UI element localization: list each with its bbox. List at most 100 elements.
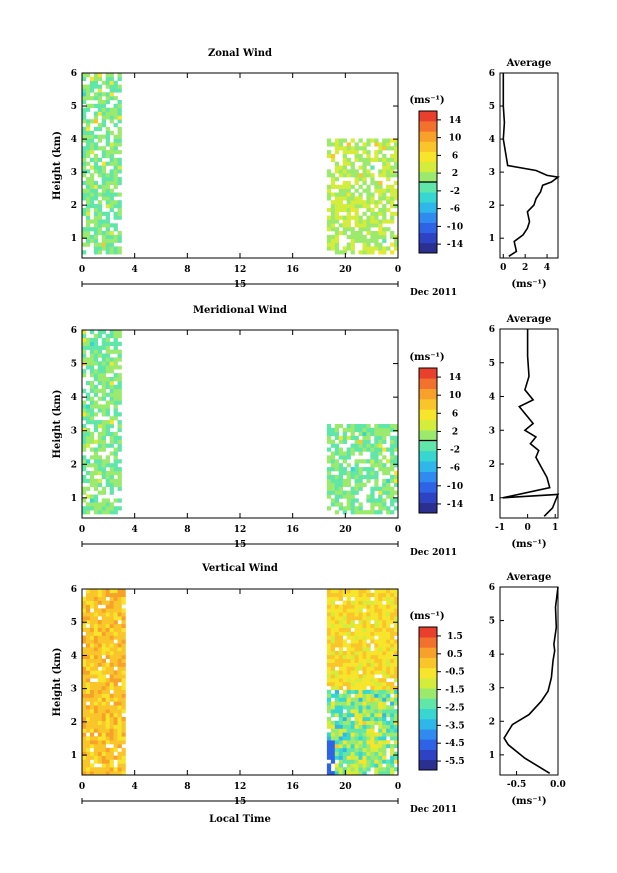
heat-cell bbox=[350, 600, 355, 605]
heat-cell bbox=[101, 357, 106, 362]
heat-cell bbox=[370, 427, 375, 433]
heat-cell bbox=[370, 231, 375, 236]
heat-cell bbox=[326, 138, 332, 143]
heat-cell bbox=[362, 701, 367, 706]
heat-cell bbox=[97, 207, 103, 213]
colorbar-swatch bbox=[419, 667, 437, 679]
heat-cell bbox=[89, 751, 95, 756]
colorbar-swatch bbox=[419, 161, 437, 173]
heat-cell bbox=[82, 435, 87, 440]
heat-cell bbox=[350, 169, 355, 174]
heat-cell bbox=[362, 623, 367, 629]
heat-cell bbox=[101, 647, 106, 652]
heat-cell bbox=[346, 755, 351, 760]
heat-cell bbox=[117, 103, 122, 108]
heat-cell bbox=[113, 365, 118, 370]
heat-cell bbox=[394, 161, 399, 166]
heat-cell bbox=[97, 211, 103, 216]
heat-cell bbox=[109, 728, 114, 733]
heat-cell bbox=[338, 639, 343, 644]
heat-cell bbox=[378, 459, 383, 464]
heat-cell bbox=[117, 459, 122, 464]
heat-cell bbox=[342, 219, 347, 224]
heat-cell bbox=[105, 250, 110, 255]
heat-cell bbox=[370, 658, 375, 663]
heat-cell bbox=[382, 689, 387, 694]
heat-cell bbox=[330, 608, 336, 613]
heat-cell bbox=[85, 647, 91, 652]
heat-cell bbox=[390, 755, 395, 760]
heat-cell bbox=[117, 713, 122, 718]
heat-cell bbox=[386, 177, 391, 182]
heat-cell bbox=[89, 635, 95, 640]
colorbar-swatch bbox=[419, 182, 437, 193]
heat-cell bbox=[121, 674, 126, 679]
heat-cell bbox=[97, 724, 103, 729]
heat-cell bbox=[354, 486, 359, 491]
heat-cell bbox=[113, 697, 118, 702]
heat-cell bbox=[85, 238, 91, 243]
colorbar-swatch bbox=[419, 739, 437, 750]
heat-cell bbox=[350, 685, 355, 691]
heat-cell bbox=[338, 670, 343, 675]
heat-cell bbox=[382, 424, 387, 429]
heat-cell bbox=[334, 447, 340, 452]
heat-cell bbox=[390, 763, 395, 768]
heat-cell bbox=[374, 720, 379, 725]
panel-title: Vertical Wind bbox=[201, 563, 278, 574]
heat-cell bbox=[394, 150, 399, 155]
heat-cell bbox=[362, 616, 367, 621]
heat-cell bbox=[382, 471, 387, 476]
heat-cell bbox=[374, 482, 379, 487]
heat-cell bbox=[394, 755, 399, 760]
heat-cell bbox=[113, 177, 118, 182]
heat-cell bbox=[97, 720, 103, 725]
heat-cell bbox=[113, 647, 118, 652]
heat-cell bbox=[394, 596, 399, 601]
heat-cell bbox=[386, 471, 391, 476]
profile-x-tick-label: 2 bbox=[522, 263, 528, 273]
heat-cell bbox=[382, 165, 387, 170]
heat-cell bbox=[113, 388, 118, 393]
heat-cell bbox=[101, 196, 106, 201]
heat-cell bbox=[82, 755, 87, 760]
heat-cell bbox=[338, 635, 343, 640]
heat-cell bbox=[109, 443, 114, 448]
heat-cell bbox=[117, 651, 122, 656]
heat-cell bbox=[105, 188, 110, 193]
heat-cell bbox=[370, 651, 375, 656]
heat-cell bbox=[362, 180, 367, 186]
heat-cell bbox=[394, 146, 399, 151]
heat-cell bbox=[101, 459, 106, 464]
heat-cell bbox=[358, 713, 363, 718]
heat-cell bbox=[358, 635, 363, 640]
heat-cell bbox=[101, 471, 106, 476]
heat-cell bbox=[342, 705, 347, 710]
heat-cell bbox=[386, 759, 391, 764]
heat-cell bbox=[117, 647, 122, 652]
heat-cell bbox=[101, 463, 106, 468]
heat-cell bbox=[113, 345, 118, 350]
heat-cell bbox=[370, 693, 375, 698]
heat-cell bbox=[382, 188, 387, 193]
heat-cell bbox=[338, 608, 343, 613]
heat-cell bbox=[382, 631, 387, 636]
heat-cell bbox=[105, 246, 110, 251]
heat-cell bbox=[366, 424, 371, 429]
heat-cell bbox=[338, 647, 343, 652]
heat-cell bbox=[354, 747, 359, 753]
heat-cell bbox=[121, 666, 126, 671]
heat-cell bbox=[350, 616, 355, 621]
heat-cell bbox=[338, 724, 343, 729]
heat-cell bbox=[85, 404, 91, 409]
heat-cell bbox=[85, 459, 91, 464]
heat-cell bbox=[105, 612, 110, 617]
heat-cell bbox=[378, 604, 383, 609]
heat-cell bbox=[370, 592, 375, 598]
heat-cell bbox=[370, 697, 375, 702]
heat-cell bbox=[350, 639, 355, 644]
heat-cell bbox=[326, 234, 332, 240]
heat-cell bbox=[394, 165, 399, 170]
heat-cell bbox=[370, 682, 375, 687]
heat-cell bbox=[386, 169, 391, 174]
